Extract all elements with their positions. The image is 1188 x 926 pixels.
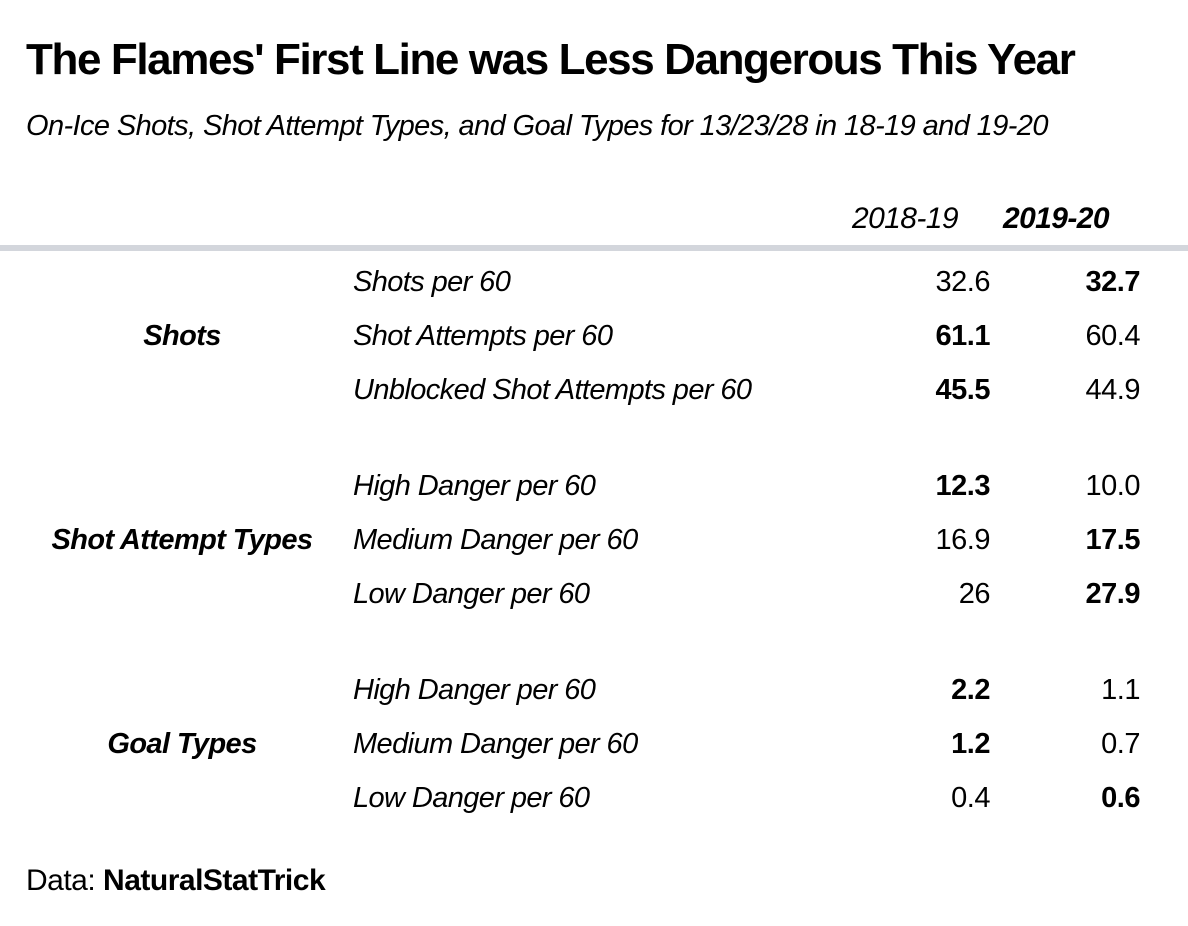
chart-title: The Flames' First Line was Less Dangerou… <box>26 35 1076 84</box>
row-label-shots-1: Shots per 60 <box>353 266 511 298</box>
value-cell-shot-attempt-types-2-2018-19: 16.9 <box>935 524 991 556</box>
value-cell-shot-attempt-types-1-2019-20: 10.0 <box>1085 470 1141 502</box>
data-source-prefix: Data: <box>26 864 104 897</box>
value-cell-shot-attempt-types-2-2019-20: 17.5 <box>1085 524 1141 556</box>
value-cell-goal-types-3-2019-20: 0.6 <box>1101 782 1140 814</box>
group-label-goal-types: Goal Types <box>107 728 257 760</box>
value-cell-shots-2-2018-19: 61.1 <box>935 320 991 352</box>
value-cell-shot-attempt-types-3-2019-20: 27.9 <box>1085 578 1141 610</box>
value-cell-goal-types-1-2018-19: 2.2 <box>951 674 990 706</box>
column-header-2018-19: 2018-19 <box>852 202 959 235</box>
group-label-shot-attempt-types: Shot Attempt Types <box>51 524 314 556</box>
data-source-name: NaturalStatTrick <box>103 864 326 897</box>
column-header-2019-20: 2019-20 <box>1003 202 1110 235</box>
row-label-shot-attempt-types-2: Medium Danger per 60 <box>353 524 638 556</box>
chart-subtitle: On-Ice Shots, Shot Attempt Types, and Go… <box>26 110 1048 142</box>
value-cell-goal-types-2-2018-19: 1.2 <box>951 728 990 760</box>
value-cell-shots-3-2018-19: 45.5 <box>935 374 991 406</box>
row-label-shots-3: Unblocked Shot Attempts per 60 <box>353 374 752 406</box>
row-label-goal-types-2: Medium Danger per 60 <box>353 728 638 760</box>
row-label-goal-types-1: High Danger per 60 <box>353 674 596 706</box>
value-cell-shots-2-2019-20: 60.4 <box>1085 320 1141 352</box>
row-label-shot-attempt-types-3: Low Danger per 60 <box>353 578 590 610</box>
value-cell-shots-1-2018-19: 32.6 <box>935 266 991 298</box>
row-label-shots-2: Shot Attempts per 60 <box>353 320 613 352</box>
value-cell-goal-types-3-2018-19: 0.4 <box>951 782 990 814</box>
value-cell-goal-types-1-2019-20: 1.1 <box>1101 674 1140 706</box>
value-cell-shots-1-2019-20: 32.7 <box>1085 266 1141 298</box>
header-divider <box>0 245 1188 251</box>
data-source: Data: NaturalStatTrick <box>26 861 326 901</box>
value-cell-shot-attempt-types-1-2018-19: 12.3 <box>935 470 991 502</box>
value-cell-goal-types-2-2019-20: 0.7 <box>1101 728 1140 760</box>
row-label-shot-attempt-types-1: High Danger per 60 <box>353 470 596 502</box>
group-label-shots: Shots <box>143 320 221 352</box>
row-label-goal-types-3: Low Danger per 60 <box>353 782 590 814</box>
value-cell-shot-attempt-types-3-2018-19: 26 <box>958 578 991 610</box>
value-cell-shots-3-2019-20: 44.9 <box>1085 374 1141 406</box>
